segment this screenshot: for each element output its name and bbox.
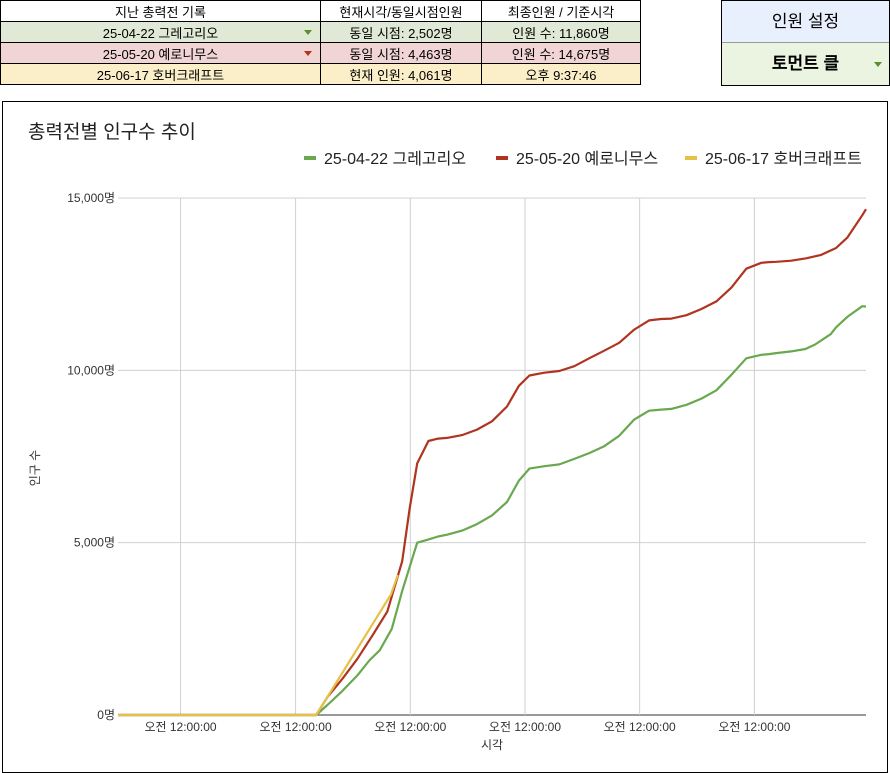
x-axis-title: 시각 [481, 738, 503, 752]
history-select-gregorio[interactable]: 25-04-22 그레고리오 [0, 21, 321, 43]
y-axis-labels: 0명 5,000명 10,000명 15,000명 [67, 191, 115, 722]
raid-select-value: 토먼트 클 [771, 54, 840, 73]
chart-title: 총력전별 인구수 추이 [28, 121, 196, 143]
row-name: 25-06-17 호버크래프트 [96, 67, 225, 83]
series-line [118, 208, 867, 717]
legend-label: 25-05-20 예로니무스 [516, 150, 658, 168]
header-history: 지난 총력전 기록 [0, 0, 321, 22]
dropdown-arrow-icon[interactable] [874, 62, 882, 67]
series-line [118, 574, 399, 717]
row-final: 오후 9:37:46 [481, 63, 641, 85]
population-trend-chart: 총력전별 인구수 추이 25-04-22 그레고리오 25-05-20 예로니무스… [2, 101, 888, 773]
settings-title: 인원 설정 [722, 1, 889, 43]
chart-grid [118, 197, 866, 716]
row-name: 25-05-20 예로니무스 [102, 46, 219, 62]
y-tick-label: 10,000명 [67, 363, 115, 377]
y-tick-label: 0명 [97, 708, 115, 722]
history-current-hovercraft: 25-06-17 호버크래프트 [0, 63, 321, 85]
chart-canvas: 총력전별 인구수 추이 25-04-22 그레고리오 25-05-20 예로니무스… [28, 121, 867, 752]
history-header-row: 지난 총력전 기록 현재시각/동일시점인원 최종인원 / 기준시각 [0, 0, 641, 22]
y-tick-label: 15,000명 [67, 191, 115, 205]
dropdown-arrow-icon[interactable] [304, 51, 312, 56]
x-tick-label: 오전 12:00:00 [374, 720, 446, 734]
row-current: 동일 시점: 4,463명 [320, 42, 482, 64]
chart-lines [118, 208, 867, 717]
history-row-jeronimus: 25-05-20 예로니무스 동일 시점: 4,463명 인원 수: 14,67… [0, 42, 641, 64]
header-current: 현재시각/동일시점인원 [320, 0, 482, 22]
row-name: 25-04-22 그레고리오 [102, 25, 219, 41]
history-table: 지난 총력전 기록 현재시각/동일시점인원 최종인원 / 기준시각 25-04-… [0, 0, 641, 85]
x-tick-label: 오전 12:00:00 [144, 720, 216, 734]
row-current: 동일 시점: 2,502명 [320, 21, 482, 43]
row-final: 인원 수: 11,860명 [481, 21, 641, 43]
history-row-gregorio: 25-04-22 그레고리오 동일 시점: 2,502명 인원 수: 11,86… [0, 21, 641, 43]
raid-select-dropdown[interactable]: 토먼트 클 [722, 43, 889, 85]
legend-label: 25-06-17 호버크래프트 [705, 150, 862, 168]
chart-legend: 25-04-22 그레고리오 25-05-20 예로니무스 25-06-17 호버크… [304, 150, 862, 168]
x-axis-labels: 오전 12:00:00 오전 12:00:00 오전 12:00:00 오전 12:0… [144, 720, 790, 734]
history-select-jeronimus[interactable]: 25-05-20 예로니무스 [0, 42, 321, 64]
y-axis-title: 인구 수 [28, 450, 42, 486]
y-tick-label: 5,000명 [74, 536, 115, 550]
population-settings: 인원 설정 토먼트 클 [721, 0, 890, 86]
dropdown-arrow-icon[interactable] [304, 30, 312, 35]
x-tick-label: 오전 12:00:00 [489, 720, 561, 734]
history-row-hovercraft: 25-06-17 호버크래프트 현재 인원: 4,061명 오후 9:37:46 [0, 63, 641, 85]
x-tick-label: 오전 12:00:00 [604, 720, 676, 734]
x-tick-label: 오전 12:00:00 [260, 720, 332, 734]
header-final: 최종인원 / 기준시각 [481, 0, 641, 22]
x-tick-label: 오전 12:00:00 [718, 720, 790, 734]
row-final: 인원 수: 14,675명 [481, 42, 641, 64]
row-current: 현재 인원: 4,061명 [320, 63, 482, 85]
series-line [118, 305, 867, 717]
legend-label: 25-04-22 그레고리오 [324, 150, 466, 168]
